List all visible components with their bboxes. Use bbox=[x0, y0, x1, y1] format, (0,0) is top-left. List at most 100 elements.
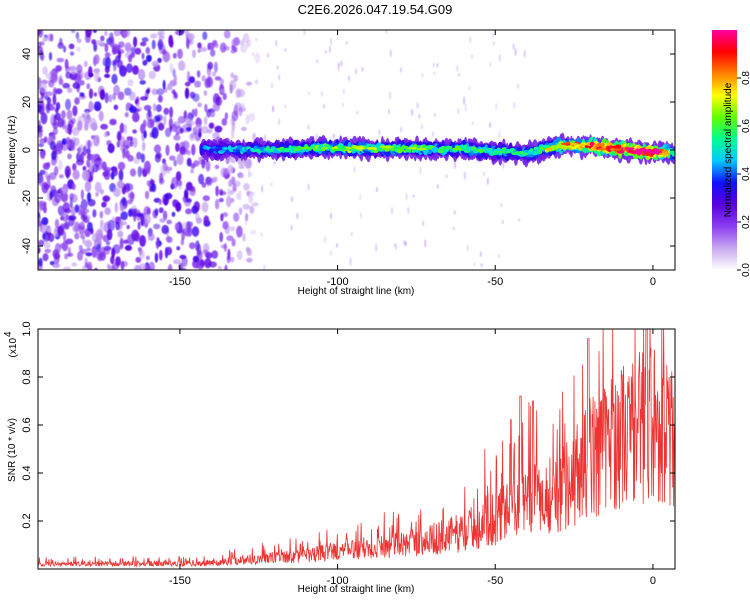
spectrogram-cell bbox=[284, 48, 287, 52]
spectrogram-cell bbox=[156, 239, 159, 250]
spectrogram-cell bbox=[162, 79, 166, 90]
spectrogram-cell bbox=[169, 38, 174, 48]
spectrogram-cell bbox=[214, 164, 220, 170]
spectrogram-cell bbox=[92, 30, 97, 34]
spectrogram-cell bbox=[336, 243, 338, 248]
spectrogram-y-tick-label: 20 bbox=[21, 96, 33, 108]
spectrogram-cell bbox=[164, 127, 172, 138]
spectrogram-ridge-peak bbox=[511, 152, 519, 155]
spectrogram-cell bbox=[46, 227, 52, 233]
spectrogram-cell bbox=[222, 92, 227, 100]
spectrogram-cell bbox=[94, 70, 100, 83]
spectrogram-cell bbox=[213, 176, 218, 181]
spectrogram-cell bbox=[104, 92, 109, 104]
spectrogram-cell bbox=[230, 127, 235, 139]
spectrogram-cell bbox=[84, 239, 93, 248]
spectrogram-cell bbox=[104, 52, 111, 58]
spectrogram-cell bbox=[236, 250, 243, 261]
spectrogram-cell bbox=[93, 54, 100, 65]
spectrogram-cell bbox=[124, 245, 132, 251]
spectrogram-cell bbox=[424, 239, 427, 248]
spectrogram-cell bbox=[316, 59, 319, 64]
spectrogram-cell bbox=[42, 66, 48, 75]
spectrogram-cell bbox=[115, 221, 121, 231]
spectrogram-ridge-peak bbox=[569, 143, 579, 146]
spectrogram-cell bbox=[70, 193, 78, 203]
spectrogram-cell bbox=[82, 145, 88, 157]
spectrogram-cell bbox=[308, 91, 310, 96]
spectrogram-cell bbox=[147, 233, 155, 241]
spectrogram-cell bbox=[77, 251, 83, 261]
spectrogram-cell bbox=[248, 169, 250, 178]
spectrogram-ridge-cell bbox=[405, 149, 412, 153]
colorbar-ticks: 0.0 0.2 0.4 0.6 0.8 bbox=[737, 71, 750, 277]
spectrogram-cell bbox=[405, 241, 407, 247]
spectrogram-cell bbox=[233, 212, 240, 222]
spectrogram-cell bbox=[100, 123, 108, 130]
spectrogram-cell bbox=[157, 38, 164, 51]
spectrogram-cell bbox=[153, 144, 162, 154]
spectrogram-ridge-peak bbox=[545, 147, 553, 151]
spectrogram-cell bbox=[122, 147, 126, 159]
spectrogram-cell bbox=[74, 232, 80, 240]
spectrogram-cell bbox=[231, 110, 239, 122]
spectrogram-cell bbox=[214, 125, 223, 133]
spectrogram-ridge-peak bbox=[613, 148, 622, 151]
spectrogram-cell bbox=[143, 104, 152, 111]
spectrogram-ridge-cell bbox=[671, 152, 675, 157]
spectrogram-cell bbox=[230, 72, 234, 79]
spectrogram-cell bbox=[80, 211, 88, 222]
spectrogram-cell bbox=[186, 149, 191, 156]
spectrogram-panel: -150 -100 -50 0 -40 -20 0 20 40 Height of strai… bbox=[7, 29, 676, 297]
spectrogram-cell bbox=[145, 46, 151, 55]
spectrogram-cell bbox=[166, 236, 173, 243]
spectrogram-cell bbox=[162, 49, 167, 55]
spectrogram-cell bbox=[76, 120, 83, 131]
spectrogram-cell bbox=[105, 56, 111, 69]
spectrogram-cell bbox=[278, 74, 281, 81]
spectrogram-cell bbox=[38, 239, 45, 247]
spectrogram-cell bbox=[400, 66, 402, 73]
spectrogram-cell bbox=[86, 83, 91, 90]
spectrogram-cell bbox=[104, 73, 111, 78]
spectrogram-cell bbox=[38, 246, 41, 254]
spectrogram-cell bbox=[46, 174, 51, 184]
spectrogram-cell bbox=[271, 83, 273, 89]
spectrogram-cell bbox=[500, 203, 503, 207]
spectrogram-cell bbox=[471, 121, 474, 125]
spectrogram-cell bbox=[83, 111, 91, 124]
spectrogram-cell bbox=[207, 61, 214, 70]
spectrogram-cell bbox=[138, 106, 143, 112]
spectrogram-cell bbox=[118, 169, 124, 182]
spectrogram-cell bbox=[254, 79, 258, 85]
spectrogram-cell bbox=[119, 237, 124, 250]
spectrogram-cell bbox=[321, 91, 323, 97]
spectrogram-cell bbox=[124, 42, 132, 52]
spectrogram-cell bbox=[219, 190, 227, 196]
spectrogram-cell bbox=[63, 221, 70, 230]
spectrogram-cell bbox=[72, 169, 80, 180]
spectrogram-cell bbox=[142, 141, 146, 152]
spectrogram-cell bbox=[217, 265, 222, 270]
spectrogram-cell bbox=[243, 183, 250, 191]
spectrogram-cell bbox=[132, 137, 138, 148]
spectrogram-cell bbox=[38, 41, 42, 49]
spectrogram-cell bbox=[106, 229, 113, 241]
spectrogram-cell bbox=[84, 180, 92, 193]
spectrogram-cell bbox=[252, 52, 255, 57]
spectrogram-cell bbox=[498, 130, 501, 138]
colorbar-tick-label: 0.0 bbox=[741, 263, 750, 277]
spectrogram-cell bbox=[103, 168, 111, 181]
spectrogram-cell bbox=[202, 249, 209, 256]
spectrogram-cell bbox=[246, 257, 253, 263]
spectrogram-cell bbox=[120, 211, 128, 221]
spectrogram-x-tick-label: 0 bbox=[650, 276, 656, 288]
spectrogram-cell bbox=[149, 118, 155, 128]
spectrogram-cell bbox=[226, 235, 234, 242]
spectrogram-cell bbox=[132, 234, 136, 242]
spectrogram-cell bbox=[144, 89, 149, 100]
spectrogram-cell bbox=[41, 217, 49, 226]
spectrogram-cell bbox=[83, 60, 88, 68]
spectrogram-cell bbox=[227, 187, 231, 199]
spectrogram-cell bbox=[185, 221, 191, 233]
